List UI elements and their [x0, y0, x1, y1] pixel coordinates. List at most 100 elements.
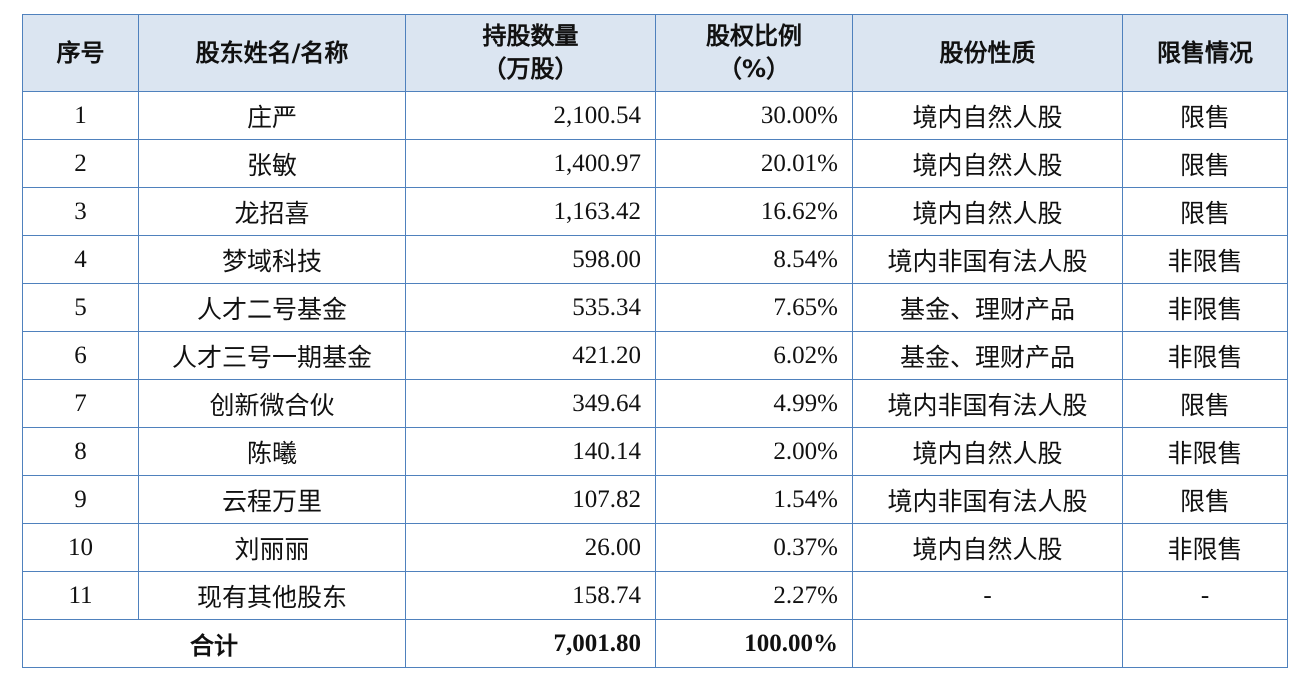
row-number: 4 — [22, 235, 139, 284]
share-nature: 境内非国有法人股 — [852, 235, 1123, 284]
share-ratio: 4.99% — [655, 379, 853, 428]
restriction-status: - — [1122, 571, 1288, 620]
share-ratio: 7.65% — [655, 283, 853, 332]
shareholder-name: 现有其他股东 — [138, 571, 406, 620]
header-text: 股份性质 — [939, 38, 1036, 67]
share-nature: 基金、理财产品 — [852, 331, 1123, 380]
shareholder-name: 梦域科技 — [138, 235, 406, 284]
restriction-status: 非限售 — [1122, 427, 1288, 476]
share-nature: 境内自然人股 — [852, 427, 1123, 476]
shareholder-name: 庄严 — [138, 91, 406, 140]
share-count: 598.00 — [405, 235, 656, 284]
share-count: 26.00 — [405, 523, 656, 572]
shareholder-name: 张敏 — [138, 139, 406, 188]
row-number: 7 — [22, 379, 139, 428]
restriction-status: 非限售 — [1122, 235, 1288, 284]
data-row: 5 人才二号基金 535.34 7.65% 基金、理财产品 非限售 — [22, 283, 1288, 332]
share-nature: 基金、理财产品 — [852, 283, 1123, 332]
total-ratio: 100.00% — [655, 619, 853, 668]
data-row: 6 人才三号一期基金 421.20 6.02% 基金、理财产品 非限售 — [22, 331, 1288, 380]
share-ratio: 8.54% — [655, 235, 853, 284]
share-ratio: 2.27% — [655, 571, 853, 620]
header-cell: 持股数量 （万股） — [405, 14, 656, 92]
header-text: 股权比例 — [706, 22, 802, 50]
data-row: 9 云程万里 107.82 1.54% 境内非国有法人股 限售 — [22, 475, 1288, 524]
shareholder-name: 云程万里 — [138, 475, 406, 524]
share-ratio: 1.54% — [655, 475, 853, 524]
restriction-status: 限售 — [1122, 379, 1288, 428]
total-row: 合计 7,001.80 100.00% — [22, 619, 1288, 668]
header-text: 股东姓名/名称 — [195, 38, 349, 67]
share-nature: 境内自然人股 — [852, 91, 1123, 140]
row-number: 8 — [22, 427, 139, 476]
data-row: 1 庄严 2,100.54 30.00% 境内自然人股 限售 — [22, 91, 1288, 140]
table-wrapper: 序号 股东姓名/名称 持股数量 （万股） 股权比例 （%） 股份性质 限售情况 1 庄严 2,10… — [22, 14, 1288, 668]
share-nature: 境内非国有法人股 — [852, 379, 1123, 428]
empty-cell — [852, 619, 1123, 668]
share-count: 535.34 — [405, 283, 656, 332]
share-count: 349.64 — [405, 379, 656, 428]
share-count: 140.14 — [405, 427, 656, 476]
empty-cell — [1122, 619, 1288, 668]
share-ratio: 2.00% — [655, 427, 853, 476]
row-number: 10 — [22, 523, 139, 572]
share-ratio: 20.01% — [655, 139, 853, 188]
restriction-status: 限售 — [1122, 475, 1288, 524]
total-shares: 7,001.80 — [405, 619, 656, 668]
share-nature: 境内自然人股 — [852, 187, 1123, 236]
row-number: 9 — [22, 475, 139, 524]
share-ratio: 16.62% — [655, 187, 853, 236]
restriction-status: 限售 — [1122, 139, 1288, 188]
shareholder-name: 陈曦 — [138, 427, 406, 476]
header-text: （%） — [717, 55, 791, 83]
shareholder-table: 序号 股东姓名/名称 持股数量 （万股） 股权比例 （%） 股份性质 限售情况 1 庄严 2,10… — [22, 14, 1288, 668]
data-row: 4 梦域科技 598.00 8.54% 境内非国有法人股 非限售 — [22, 235, 1288, 284]
data-row: 3 龙招喜 1,163.42 16.62% 境内自然人股 限售 — [22, 187, 1288, 236]
shareholder-name: 创新微合伙 — [138, 379, 406, 428]
restriction-status: 非限售 — [1122, 523, 1288, 572]
shareholder-name: 人才三号一期基金 — [138, 331, 406, 380]
share-count: 158.74 — [405, 571, 656, 620]
data-row: 10 刘丽丽 26.00 0.37% 境内自然人股 非限售 — [22, 523, 1288, 572]
data-row: 7 创新微合伙 349.64 4.99% 境内非国有法人股 限售 — [22, 379, 1288, 428]
share-nature: 境内自然人股 — [852, 139, 1123, 188]
header-row: 序号 股东姓名/名称 持股数量 （万股） 股权比例 （%） 股份性质 限售情况 — [22, 14, 1288, 92]
restriction-status: 非限售 — [1122, 283, 1288, 332]
restriction-status: 限售 — [1122, 187, 1288, 236]
share-nature: 境内自然人股 — [852, 523, 1123, 572]
row-number: 3 — [22, 187, 139, 236]
row-number: 11 — [22, 571, 139, 620]
data-row: 2 张敏 1,400.97 20.01% 境内自然人股 限售 — [22, 139, 1288, 188]
data-row: 8 陈曦 140.14 2.00% 境内自然人股 非限售 — [22, 427, 1288, 476]
share-nature: 境内非国有法人股 — [852, 475, 1123, 524]
share-ratio: 30.00% — [655, 91, 853, 140]
share-count: 2,100.54 — [405, 91, 656, 140]
header-text: 持股数量 — [482, 22, 579, 50]
share-nature: - — [852, 571, 1123, 620]
header-cell: 序号 — [22, 14, 139, 92]
shareholder-name: 人才二号基金 — [138, 283, 406, 332]
header-cell: 股权比例 （%） — [655, 14, 853, 92]
header-cell: 限售情况 — [1122, 14, 1288, 92]
share-ratio: 6.02% — [655, 331, 853, 380]
header-text: 限售情况 — [1157, 38, 1253, 67]
table-body: 1 庄严 2,100.54 30.00% 境内自然人股 限售 2 张敏 1,400.97 20.0… — [22, 91, 1288, 668]
row-number: 6 — [22, 331, 139, 380]
row-number: 2 — [22, 139, 139, 188]
row-number: 5 — [22, 283, 139, 332]
share-count: 1,400.97 — [405, 139, 656, 188]
total-label: 合计 — [22, 619, 406, 668]
header-cell: 股份性质 — [852, 14, 1123, 92]
row-number: 1 — [22, 91, 139, 140]
data-row: 11 现有其他股东 158.74 2.27% - - — [22, 571, 1288, 620]
share-ratio: 0.37% — [655, 523, 853, 572]
header-cell: 股东姓名/名称 — [138, 14, 406, 92]
header-text: 序号 — [56, 38, 105, 67]
shareholder-name: 龙招喜 — [138, 187, 406, 236]
header-text: （万股） — [482, 55, 579, 83]
restriction-status: 非限售 — [1122, 331, 1288, 380]
share-count: 1,163.42 — [405, 187, 656, 236]
restriction-status: 限售 — [1122, 91, 1288, 140]
share-count: 107.82 — [405, 475, 656, 524]
